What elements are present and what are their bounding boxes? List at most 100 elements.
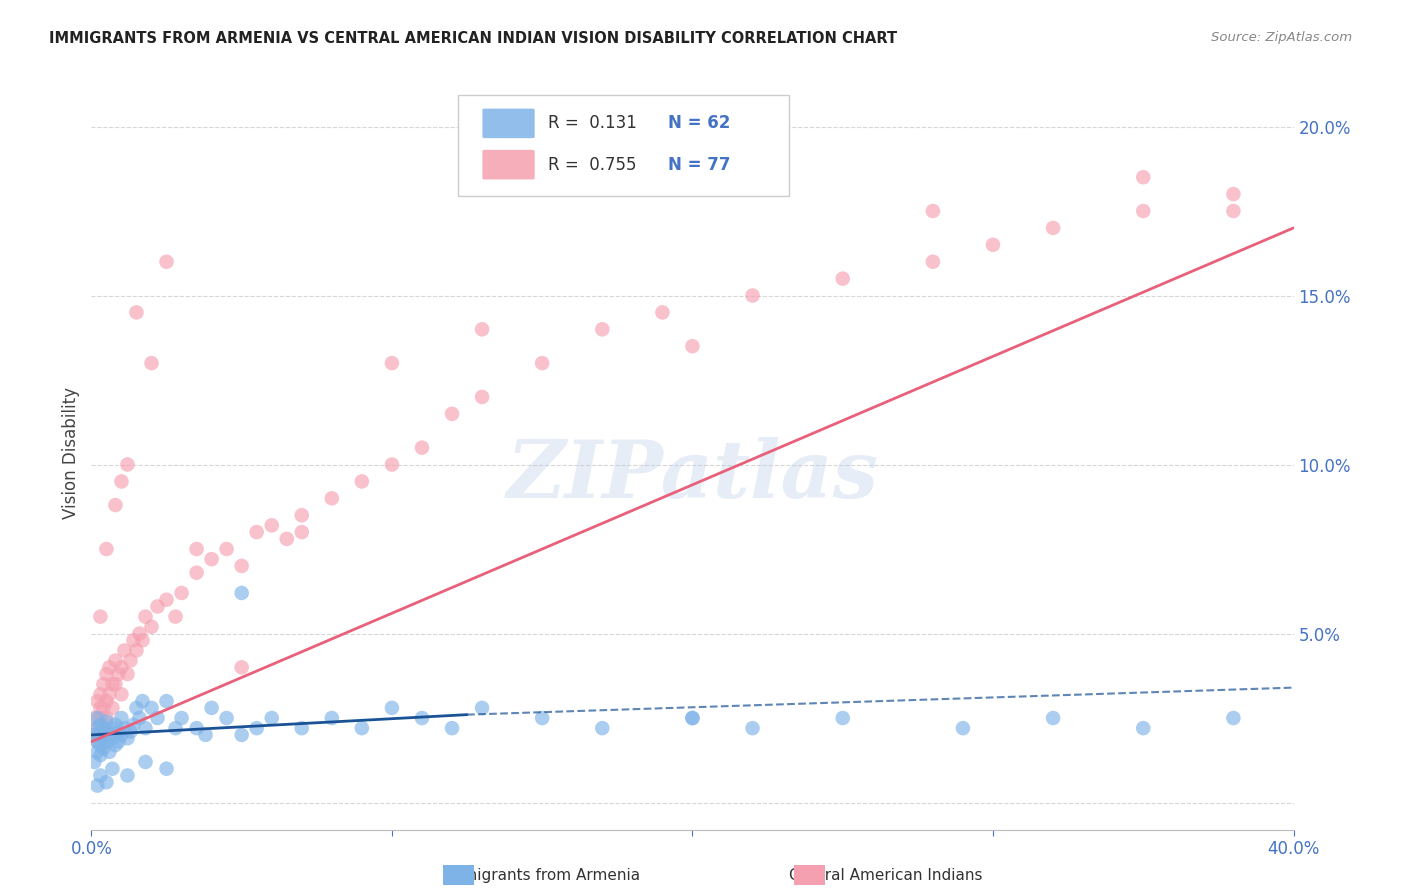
Point — [381, 701, 404, 715]
Point — [170, 586, 193, 600]
Point — [89, 609, 111, 624]
Point — [101, 731, 124, 746]
Point — [89, 728, 111, 742]
Point — [276, 532, 298, 546]
Point — [120, 654, 142, 668]
Point — [122, 633, 145, 648]
Text: R =  0.131: R = 0.131 — [548, 114, 637, 132]
Point — [246, 721, 269, 735]
Point — [186, 566, 208, 580]
Point — [107, 724, 129, 739]
Point — [117, 731, 139, 746]
Point — [101, 701, 124, 715]
Point — [146, 711, 169, 725]
Point — [194, 728, 217, 742]
Point — [155, 762, 177, 776]
Point — [117, 768, 139, 782]
Point — [350, 475, 373, 489]
Point — [110, 475, 132, 489]
Point — [98, 745, 121, 759]
Text: Source: ZipAtlas.com: Source: ZipAtlas.com — [1212, 31, 1353, 45]
Point — [471, 701, 494, 715]
Point — [110, 711, 132, 725]
Y-axis label: Vision Disability: Vision Disability — [62, 387, 80, 518]
Point — [952, 721, 974, 735]
Point — [170, 711, 193, 725]
Point — [104, 738, 127, 752]
Point — [231, 660, 253, 674]
Text: Central American Indians: Central American Indians — [789, 869, 983, 883]
Point — [651, 305, 673, 319]
Point — [186, 721, 208, 735]
Point — [107, 667, 129, 681]
Point — [86, 734, 108, 748]
Point — [89, 687, 111, 701]
Point — [122, 718, 145, 732]
Point — [1042, 711, 1064, 725]
Point — [681, 339, 703, 353]
Point — [110, 687, 132, 701]
Point — [591, 721, 613, 735]
Point — [1132, 170, 1154, 185]
Point — [125, 643, 148, 657]
Point — [117, 667, 139, 681]
Point — [591, 322, 613, 336]
Point — [165, 721, 187, 735]
Point — [741, 288, 763, 302]
Point — [83, 728, 105, 742]
Point — [96, 724, 118, 739]
Point — [96, 711, 118, 725]
Point — [93, 731, 115, 746]
Point — [471, 390, 494, 404]
Point — [1222, 711, 1244, 725]
Point — [89, 738, 111, 752]
Point — [96, 714, 118, 729]
Point — [201, 552, 224, 566]
Point — [98, 687, 121, 701]
Point — [831, 271, 853, 285]
Point — [128, 711, 150, 725]
Point — [134, 755, 156, 769]
Point — [96, 734, 118, 748]
Point — [131, 694, 153, 708]
Text: N = 77: N = 77 — [668, 156, 731, 174]
Point — [101, 677, 124, 691]
Point — [321, 711, 343, 725]
Point — [110, 728, 132, 742]
Point — [83, 755, 105, 769]
Point — [141, 356, 163, 370]
Point — [1222, 187, 1244, 202]
Point — [86, 779, 108, 793]
Point — [1132, 721, 1154, 735]
Point — [117, 458, 139, 472]
Point — [231, 558, 253, 573]
Point — [104, 654, 127, 668]
Point — [215, 541, 238, 556]
Point — [471, 322, 494, 336]
Text: IMMIGRANTS FROM ARMENIA VS CENTRAL AMERICAN INDIAN VISION DISABILITY CORRELATION: IMMIGRANTS FROM ARMENIA VS CENTRAL AMERI… — [49, 31, 897, 46]
Point — [86, 721, 108, 735]
Point — [291, 525, 314, 540]
Point — [96, 775, 118, 789]
Point — [86, 694, 108, 708]
Point — [86, 734, 108, 748]
Point — [260, 711, 283, 725]
Point — [128, 626, 150, 640]
Point — [134, 609, 156, 624]
Text: R =  0.755: R = 0.755 — [548, 156, 637, 174]
Text: ZIPatlas: ZIPatlas — [506, 436, 879, 514]
Point — [125, 305, 148, 319]
Point — [1222, 204, 1244, 219]
Point — [93, 741, 115, 756]
Point — [291, 508, 314, 523]
Point — [155, 694, 177, 708]
Point — [155, 254, 177, 268]
Point — [93, 701, 115, 715]
Text: N = 62: N = 62 — [668, 114, 731, 132]
Point — [114, 721, 136, 735]
Point — [98, 660, 121, 674]
Point — [93, 721, 115, 735]
Point — [741, 721, 763, 735]
Point — [86, 721, 108, 735]
Point — [350, 721, 373, 735]
